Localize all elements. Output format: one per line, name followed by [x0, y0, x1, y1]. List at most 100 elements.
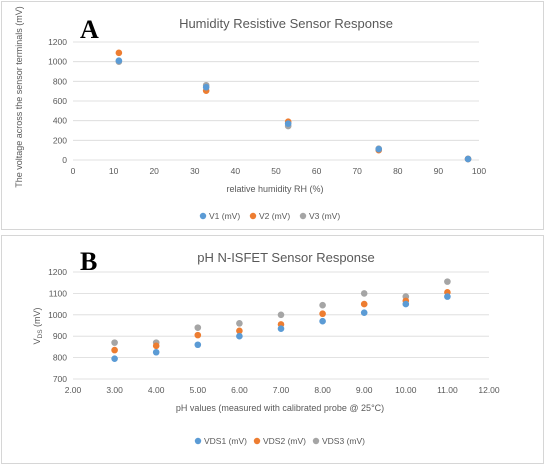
chart-a-point-series-1 [115, 57, 123, 64]
chart-b-point-series-2 [111, 346, 118, 354]
chart-b-point-series-2 [360, 300, 368, 308]
chart-a-legend-marker-3 [299, 212, 307, 220]
chart-b-ylabel-sub: DS [37, 329, 44, 339]
chart-b-y-tick-label: 1000 [48, 310, 67, 320]
chart-a-y-ticks: 0 200 400 600 800 1000 1200 [48, 37, 67, 165]
chart-b-point-series-3 [319, 301, 326, 309]
chart-b-point-series-1 [444, 293, 451, 300]
chart-a-x-tick-label: 60 [312, 166, 322, 176]
chart-a-y-tick-label: 1200 [48, 37, 67, 47]
chart-a-xlabel: relative humidity RH (%) [226, 184, 323, 194]
chart-b-legend-label-3: VDS3 (mV) [322, 436, 365, 446]
chart-b-point-series-2 [194, 331, 202, 339]
chart-b-legend-label-2: VDS2 (mV) [263, 436, 306, 446]
chart-a-legend-label-3: V3 (mV) [309, 211, 340, 221]
chart-a-point-series-2 [115, 49, 123, 57]
chart-b-y-ticks: 700 800 900 1000 1100 1200 [48, 267, 67, 384]
chart-b-x-tick-label: 10.00 [395, 385, 417, 395]
chart-b-x-tick-label: 4.00 [148, 385, 165, 395]
chart-a-legend-marker-2 [249, 212, 257, 220]
chart-b-x-tick-label: 3.00 [106, 385, 123, 395]
chart-b-point-series-1 [236, 332, 243, 340]
chart-b-panel-letter: B [80, 247, 97, 276]
chart-panel-b: B pH N-ISFET Sensor Response 700 800 900 10… [1, 235, 544, 464]
chart-b-point-series-3 [236, 320, 243, 327]
chart-a-x-tick-label: 10 [109, 166, 119, 176]
chart-a-x-tick-label: 30 [190, 166, 200, 176]
chart-b-y-tick-label: 1100 [49, 288, 68, 298]
chart-b-point-series-2 [319, 310, 326, 318]
chart-b-point-series-1 [152, 348, 160, 356]
chart-b-legend-marker-2 [253, 437, 261, 445]
chart-a-x-tick-label: 100 [472, 166, 486, 176]
chart-a-legend-label-1: V1 (mV) [209, 211, 240, 221]
chart-a-x-tick-label: 80 [393, 166, 403, 176]
chart-a-point-series-1 [202, 83, 210, 91]
chart-b-y-tick-label: 1200 [48, 267, 67, 277]
chart-b-title: pH N-ISFET Sensor Response [197, 250, 375, 265]
chart-a-y-tick-label: 1000 [48, 57, 67, 67]
chart-b-point-series-3 [444, 278, 451, 285]
chart-b-x-ticks: 2.00 3.00 4.00 5.00 6.00 7.00 8.00 9.00 10.00 11.… [65, 385, 500, 395]
chart-b-x-tick-label: 2.00 [65, 385, 82, 395]
chart-b-points [111, 278, 451, 362]
chart-b-x-tick-label: 12.00 [478, 385, 500, 395]
chart-b-y-tick-label: 900 [53, 331, 67, 341]
chart-a-x-tick-label: 0 [71, 166, 76, 176]
chart-a-panel-letter: A [80, 15, 99, 44]
chart-b-legend: VDS1 (mV) VDS2 (mV) VDS3 (mV) [194, 436, 365, 446]
chart-b-legend-label-1: VDS1 (mV) [204, 436, 247, 446]
chart-b-ylabel-main: V [32, 339, 42, 345]
chart-a-y-tick-label: 200 [53, 135, 67, 145]
chart-a-ylabel: The voltage across the sensor terminals … [14, 6, 24, 188]
chart-a-gridlines [73, 41, 479, 161]
chart-b-legend-marker-3 [312, 437, 320, 445]
chart-b-ylabel: VDS (mV) [32, 307, 44, 344]
chart-b-point-series-3 [111, 339, 118, 346]
chart-b-x-tick-label: 8.00 [314, 385, 331, 395]
chart-b-y-tick-label: 800 [53, 353, 67, 363]
chart-b-point-series-1 [194, 341, 202, 349]
chart-a-border [1, 1, 544, 230]
chart-b-x-tick-label: 5.00 [190, 385, 207, 395]
chart-a-x-tick-label: 40 [231, 166, 241, 176]
chart-b-ylabel-unit: (mV) [32, 307, 42, 329]
chart-b-border [1, 235, 544, 464]
chart-b-point-series-3 [360, 290, 368, 297]
chart-a-y-tick-label: 600 [53, 96, 67, 106]
chart-a-legend: V1 (mV) V2 (mV) V3 (mV) [199, 211, 340, 221]
chart-b-point-series-1 [319, 317, 326, 325]
chart-b-point-series-2 [152, 342, 160, 350]
chart-a-x-tick-label: 20 [149, 166, 159, 176]
chart-b-x-tick-label: 7.00 [273, 385, 290, 395]
chart-b-point-series-1 [360, 309, 368, 316]
chart-b-x-tick-label: 6.00 [231, 385, 248, 395]
chart-b-legend-marker-1 [194, 437, 202, 445]
chart-a-x-tick-label: 90 [434, 166, 444, 176]
chart-panel-a: A Humidity Resistive Sensor Response 0 20… [1, 1, 544, 230]
chart-a-point-series-1 [464, 155, 472, 163]
chart-a-point-series-1 [284, 120, 292, 127]
chart-b-point-series-2 [236, 327, 243, 335]
chart-b-point-series-3 [277, 311, 285, 319]
chart-b-point-series-1 [277, 325, 285, 333]
chart-b-y-tick-label: 700 [53, 374, 67, 384]
chart-a-y-tick-label: 0 [62, 155, 67, 165]
chart-a-x-tick-label: 70 [352, 166, 362, 176]
chart-a-title: Humidity Resistive Sensor Response [179, 16, 393, 31]
chart-b-point-series-1 [111, 355, 118, 362]
chart-b-point-series-3 [194, 324, 202, 331]
chart-b-x-tick-label: 11.00 [437, 385, 458, 395]
chart-b-point-series-1 [402, 300, 410, 308]
chart-a-y-tick-label: 400 [53, 116, 67, 126]
chart-b-xlabel: pH values (measured with calibrated prob… [176, 403, 384, 413]
chart-b-x-tick-label: 9.00 [356, 385, 373, 395]
chart-a-legend-label-2: V2 (mV) [259, 211, 290, 221]
chart-a-x-ticks: 0 10 20 30 40 50 60 70 80 90 100 [71, 166, 487, 176]
chart-a-y-tick-label: 800 [53, 76, 67, 86]
chart-a-points [115, 49, 472, 163]
chart-a-x-tick-label: 50 [271, 166, 281, 176]
chart-a-point-series-1 [375, 145, 383, 153]
chart-a-legend-marker-1 [199, 212, 207, 220]
